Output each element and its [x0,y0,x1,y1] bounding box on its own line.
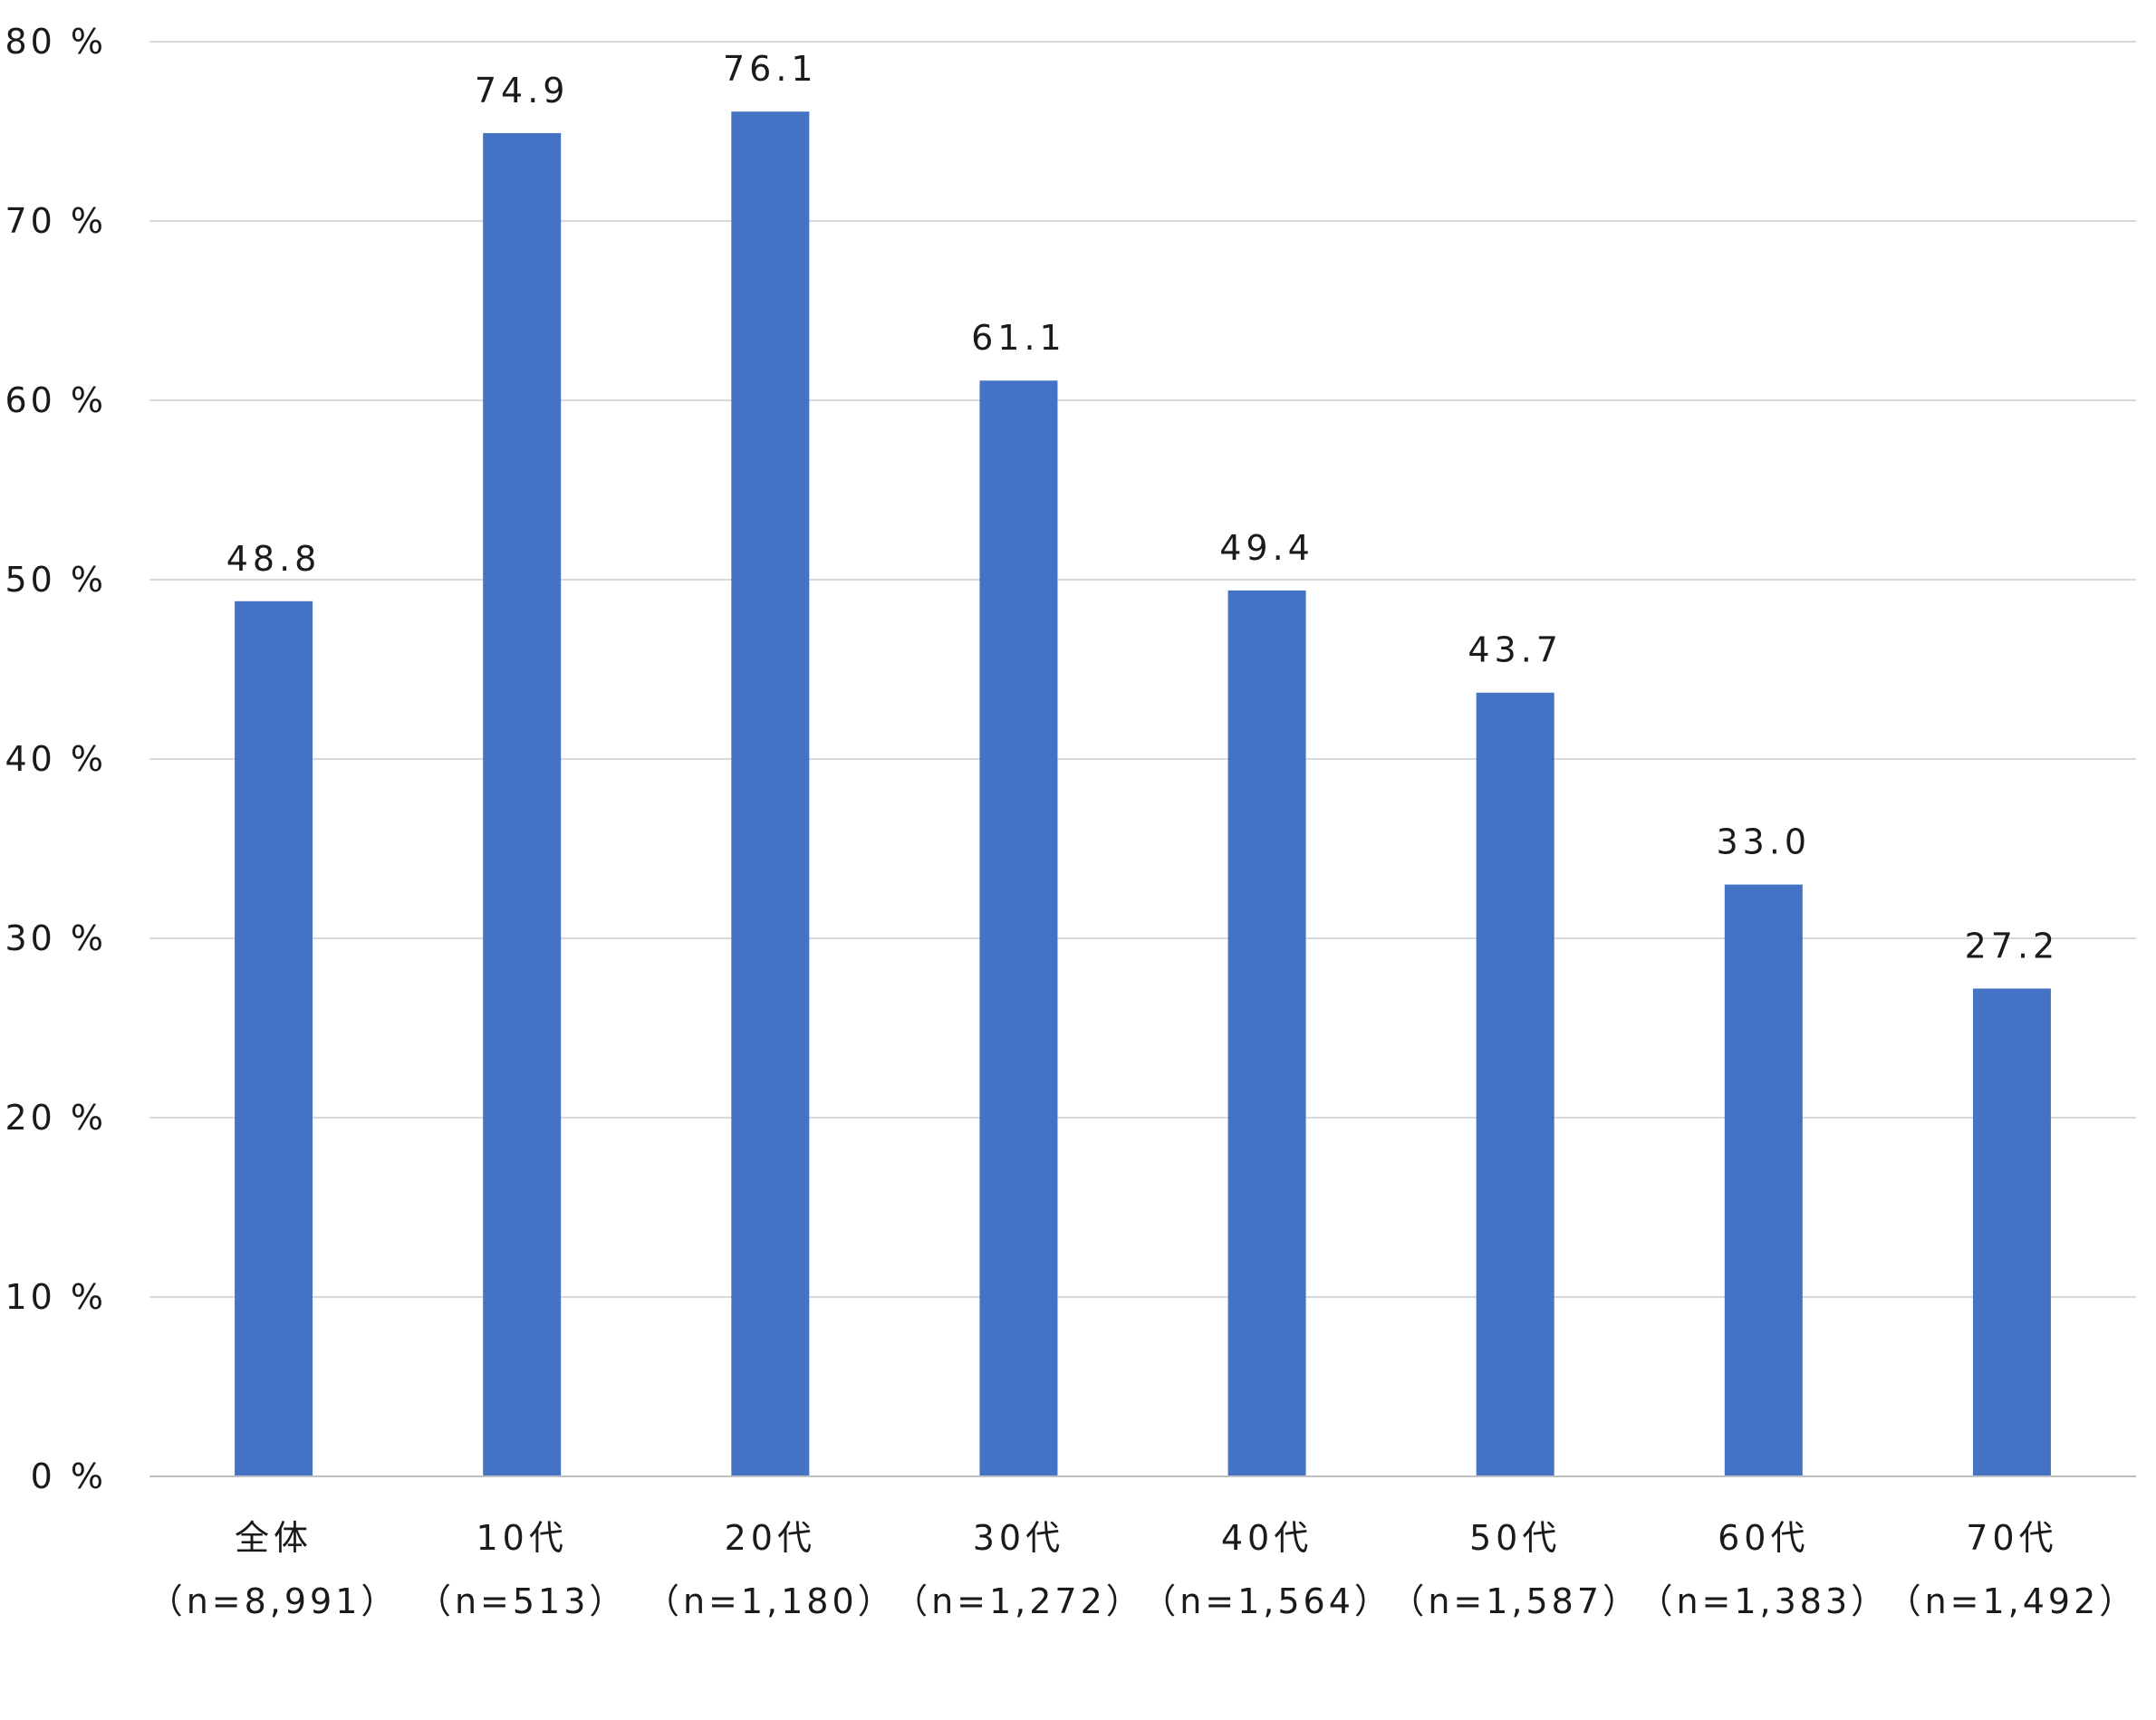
x-category-label: 60代 [1718,1518,1809,1558]
x-sample-size-label: （n=8,991） [149,1581,399,1621]
bar [1724,884,1803,1476]
x-sample-size-label: （n=1,492） [1887,1581,2138,1621]
bar [235,601,313,1476]
x-category-label: 20代 [725,1518,816,1558]
y-tick-label: 40 % [5,739,107,779]
bar [731,111,810,1477]
y-tick-label: 80 % [5,22,107,62]
x-sample-size-label: （n=1,180） [645,1581,896,1621]
y-tick-label: 70 % [5,201,107,241]
x-axis-category-labels: 全体 （n=8,991） 10代 （n=513） 20代 （n=1,180） 30代 （n=1… [149,1518,2138,1621]
bar [979,380,1058,1477]
data-label: 48.8 [226,539,322,579]
y-tick-label: 30 % [5,918,107,958]
x-sample-size-label: （n=1,272） [893,1581,1144,1621]
data-label: 49.4 [1219,528,1314,568]
y-tick-label: 50 % [5,560,107,600]
data-label: 61.1 [971,318,1066,358]
y-tick-label: 20 % [5,1098,107,1138]
y-tick-label: 10 % [5,1277,107,1317]
data-label: 27.2 [1965,926,2060,966]
x-category-label: 40代 [1221,1518,1313,1558]
x-category-label: 30代 [973,1518,1064,1558]
data-label: 76.1 [723,49,818,89]
x-category-label: 全体 [235,1518,313,1558]
bar [483,132,562,1477]
y-tick-label: 0 % [31,1456,107,1496]
gridlines [149,41,2136,1298]
x-sample-size-label: （n=1,383） [1638,1581,1889,1621]
bars [235,111,2051,1477]
bar [1227,590,1306,1476]
data-label: 74.9 [475,71,570,111]
y-axis-tick-labels: 0 % 10 % 20 % 30 % 40 % 50 % 60 % 70 % 80 % [5,22,107,1496]
x-sample-size-label: （n=1,587） [1390,1581,1641,1621]
x-sample-size-label: （n=513） [417,1581,627,1621]
bar [1476,692,1554,1476]
data-label: 43.7 [1468,630,1563,670]
y-tick-label: 60 % [5,380,107,420]
data-labels: 48.8 74.9 76.1 61.1 49.4 43.7 33.0 27.2 [226,49,2060,966]
x-category-label: 70代 [1966,1518,2057,1558]
x-category-label: 10代 [476,1518,568,1558]
data-label: 33.0 [1717,822,1812,862]
x-sample-size-label: （n=1,564） [1141,1581,1392,1621]
bar [1972,988,2051,1476]
x-category-label: 50代 [1469,1518,1561,1558]
